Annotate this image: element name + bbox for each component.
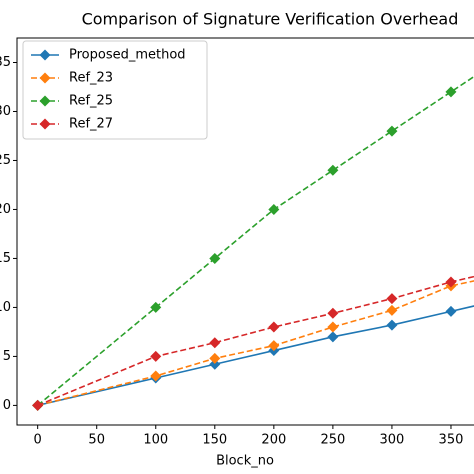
data-point: [268, 340, 280, 352]
data-point: [327, 331, 339, 343]
data-point: [268, 321, 280, 333]
x-tick-label: 300: [380, 433, 405, 448]
data-point: [445, 276, 457, 288]
series-line: [37, 275, 474, 407]
data-point: [386, 293, 398, 305]
legend-marker: [39, 95, 51, 107]
x-tick-label: 100: [143, 433, 168, 448]
x-tick-label: 150: [202, 433, 227, 448]
legend-label: Ref_27: [69, 117, 113, 132]
y-tick-label: 5: [3, 349, 11, 364]
data-point: [386, 125, 398, 137]
data-point: [386, 319, 398, 331]
y-tick-label: 10: [0, 300, 11, 315]
data-point: [150, 301, 162, 313]
data-point: [445, 86, 457, 98]
data-point: [209, 337, 221, 349]
series-line: [37, 75, 474, 407]
data-point: [327, 307, 339, 319]
series-line: [37, 280, 474, 407]
chart-title: Comparison of Signature Verification Ove…: [82, 10, 459, 29]
data-point: [386, 304, 398, 316]
x-axis-label: Block_no: [216, 454, 274, 469]
data-point: [150, 350, 162, 362]
x-tick-label: 250: [320, 433, 345, 448]
data-point: [327, 321, 339, 333]
x-tick-label: 0: [34, 433, 42, 448]
plot-frame: [16, 37, 474, 426]
data-point: [32, 399, 44, 411]
x-tick-label: 50: [88, 433, 105, 448]
legend-marker: [39, 72, 51, 84]
y-tick-label: 25: [0, 153, 11, 168]
data-point: [445, 305, 457, 317]
legend-marker: [39, 118, 51, 130]
x-tick-label: 200: [261, 433, 286, 448]
y-tick-label: 20: [0, 202, 11, 217]
y-tick-label: 0: [3, 398, 11, 413]
legend-label: Ref_23: [69, 71, 113, 86]
y-tick-label: 15: [0, 251, 11, 266]
series-line: [37, 305, 474, 407]
data-point: [209, 352, 221, 364]
legend-marker: [39, 49, 51, 61]
data-point: [150, 370, 162, 382]
x-tick-label: 350: [439, 433, 464, 448]
data-point: [209, 358, 221, 370]
legend-label: Ref_25: [69, 94, 113, 109]
y-tick-label: 30: [0, 104, 11, 119]
data-point: [327, 164, 339, 176]
data-point: [209, 252, 221, 264]
y-tick-label: 35: [0, 55, 11, 70]
data-point: [268, 203, 280, 215]
legend-label: Proposed_method: [69, 48, 186, 63]
legend-box: [22, 40, 208, 140]
